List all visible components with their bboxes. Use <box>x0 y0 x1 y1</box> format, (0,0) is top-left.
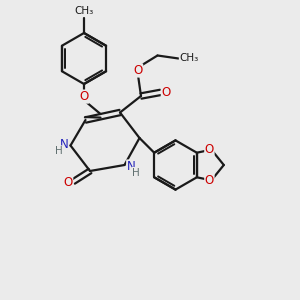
Text: N: N <box>127 160 136 173</box>
Text: O: O <box>205 174 214 188</box>
Text: H: H <box>132 167 140 178</box>
Text: CH₃: CH₃ <box>179 53 199 64</box>
Text: O: O <box>161 86 170 99</box>
Text: O: O <box>80 90 88 103</box>
Text: O: O <box>64 176 73 190</box>
Text: O: O <box>134 64 142 77</box>
Text: O: O <box>205 142 214 156</box>
Text: H: H <box>55 146 63 156</box>
Text: N: N <box>59 137 68 151</box>
Text: CH₃: CH₃ <box>74 6 94 16</box>
